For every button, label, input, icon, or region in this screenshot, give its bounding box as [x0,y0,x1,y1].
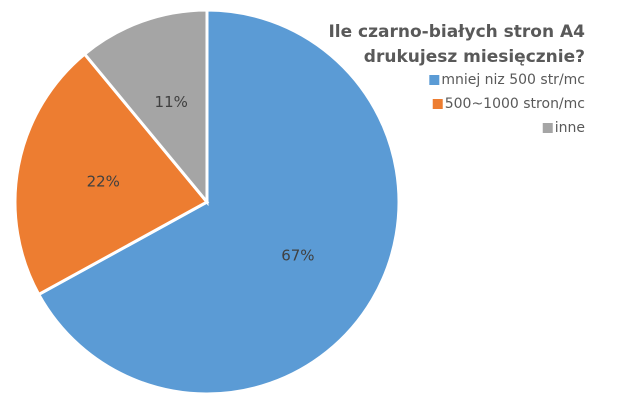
pie-slice [82,8,209,207]
data-label: 11% [155,93,188,111]
pie-slice [13,51,210,297]
legend-marker [542,123,553,133]
chart-title: drukujesz miesięcznie? [364,47,585,67]
legend-label: inne [555,120,585,136]
legend-marker [429,75,440,85]
legend-label: mniej niz 500 str/mc [441,72,585,88]
legend-marker [432,99,443,109]
data-label: 22% [87,173,120,191]
legend-label: 500~1000 stron/mc [445,96,585,112]
pie-slice [36,8,401,396]
data-label: 67% [281,246,314,264]
chart-title: Ile czarno-białych stron A4 [328,22,585,42]
